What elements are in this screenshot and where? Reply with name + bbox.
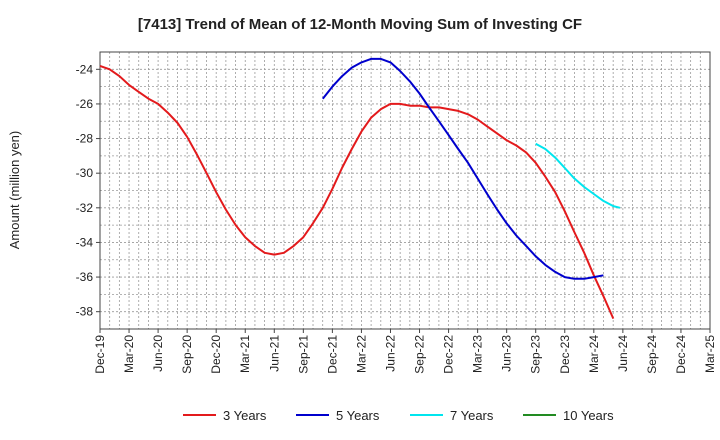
plot-area-frame	[99, 51, 711, 330]
y-tick-label: -36	[76, 270, 94, 284]
legend-label: 10 Years	[563, 408, 614, 423]
x-tick-label: Jun-23	[500, 335, 514, 372]
y-tick-label: -26	[76, 97, 94, 111]
x-tick-label: Mar-25	[703, 335, 717, 373]
y-tick-label: -34	[76, 235, 94, 249]
x-tick-label: Mar-24	[587, 335, 601, 373]
x-tick-label: Sep-20	[180, 335, 194, 374]
chart-title: [7413] Trend of Mean of 12-Month Moving …	[138, 16, 582, 33]
series-line-3-years	[99, 64, 615, 320]
x-tick-label: Jun-21	[267, 335, 281, 372]
x-tick-label: Sep-24	[645, 335, 659, 374]
x-tick-label: Sep-22	[413, 335, 427, 374]
series-line-5-years	[322, 57, 604, 280]
x-tick-label: Mar-20	[122, 335, 136, 373]
y-tick-label: -30	[76, 166, 94, 180]
y-tick-label: -32	[76, 201, 94, 215]
x-tick-label: Dec-24	[674, 335, 688, 374]
legend-label: 3 Years	[223, 408, 267, 423]
series-lines	[99, 57, 621, 320]
series-line-7-years	[535, 142, 621, 209]
x-tick-label: Sep-21	[296, 335, 310, 374]
y-tick-label: -28	[76, 132, 94, 146]
x-tick-label: Mar-23	[471, 335, 485, 373]
x-tick-label: Dec-20	[209, 335, 223, 374]
y-tick-label: -24	[76, 62, 94, 76]
x-tick-label: Sep-23	[529, 335, 543, 374]
legend: 3 Years 5 Years 7 Years 10 Years	[183, 408, 614, 423]
grid	[99, 51, 711, 330]
x-tick-label: Jun-24	[616, 335, 630, 372]
x-tick-label: Jun-22	[383, 335, 397, 372]
x-tick-label: Dec-19	[93, 335, 107, 374]
x-tick-label: Mar-22	[354, 335, 368, 373]
x-tick-label: Mar-21	[238, 335, 252, 373]
x-tick-label: Jun-20	[151, 335, 165, 372]
x-tick-label: Dec-21	[325, 335, 339, 374]
x-axis-ticks: Dec-19 Mar-20 Jun-20 Sep-20 Dec-20 Mar-21 Jun-…	[93, 329, 717, 374]
x-tick-label: Dec-22	[442, 335, 456, 374]
y-axis-label: Amount (million yen)	[7, 131, 22, 250]
x-tick-label: Dec-23	[558, 335, 572, 374]
y-tick-label: -38	[76, 305, 94, 319]
legend-label: 5 Years	[336, 408, 380, 423]
y-axis-ticks: -24 -26 -28 -30 -32 -34 -36 -38	[76, 62, 100, 319]
legend-label: 7 Years	[450, 408, 494, 423]
